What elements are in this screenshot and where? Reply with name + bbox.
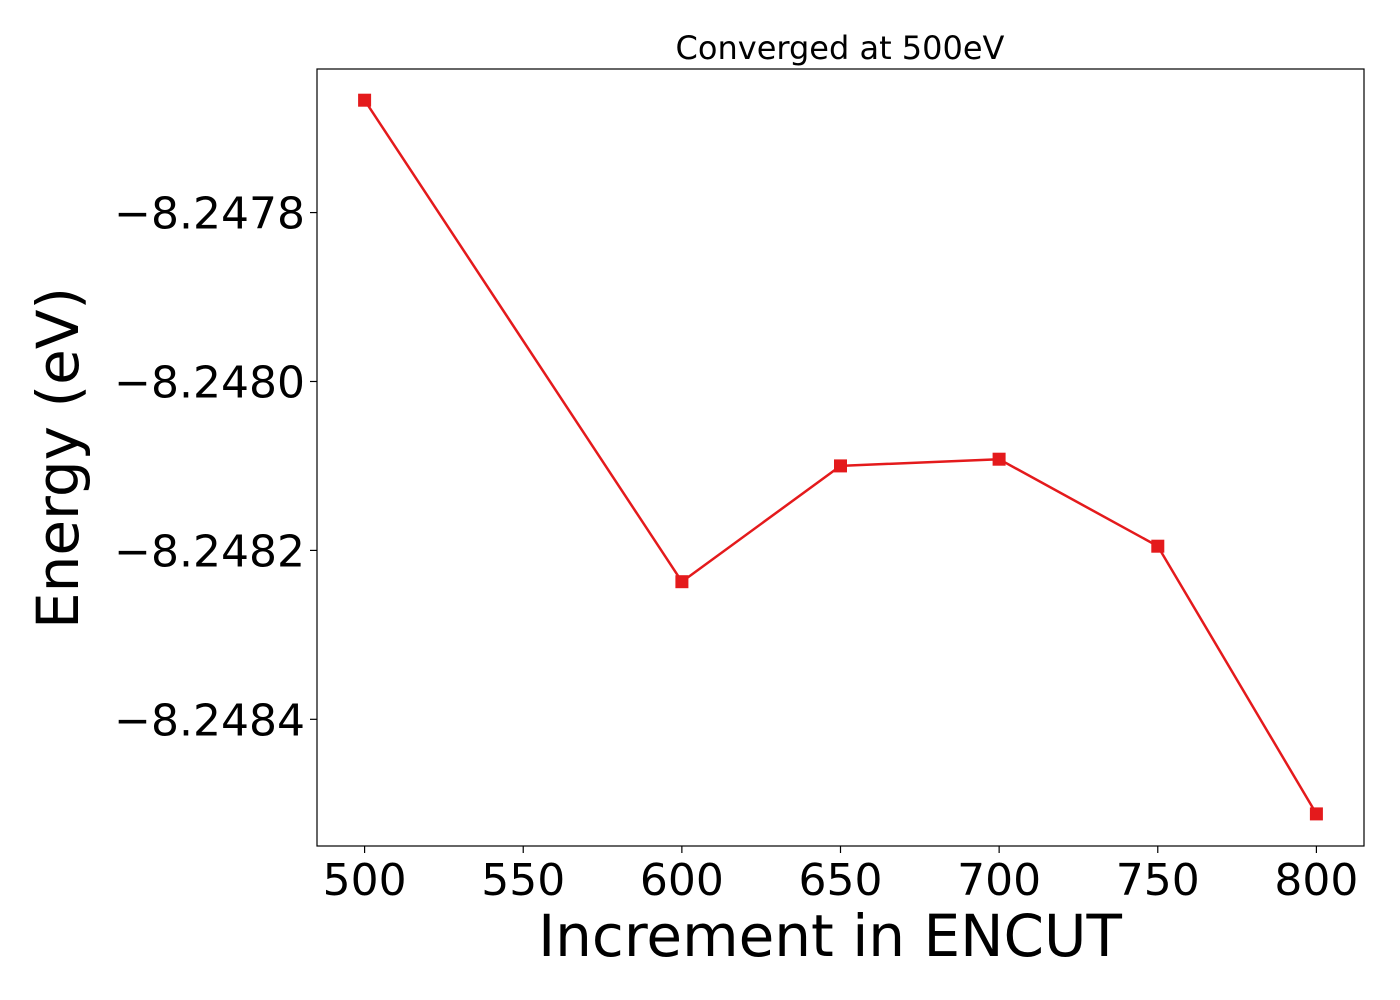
chart-title: Converged at 500eV — [676, 29, 1005, 67]
y-tick-label: −8.2480 — [114, 357, 305, 408]
x-tick-label: 550 — [481, 855, 565, 906]
data-point-marker — [1309, 807, 1323, 821]
y-tick-label: −8.2478 — [114, 189, 305, 240]
data-point-marker — [358, 93, 372, 107]
x-tick-label: 800 — [1274, 855, 1358, 906]
x-tick-label: 600 — [640, 855, 724, 906]
y-tick-label: −8.2482 — [114, 526, 305, 577]
data-point-marker — [992, 452, 1006, 466]
x-tick-label: 700 — [957, 855, 1041, 906]
data-point-marker — [834, 459, 847, 473]
plot-axes: 500 550 600 650 700 750 800 −8.2478 −8.2480 −8.24… — [114, 68, 1365, 906]
x-tick-label: 500 — [323, 855, 407, 906]
y-axis-label: Energy (eV) — [24, 287, 92, 629]
data-point-marker — [675, 575, 689, 589]
x-tick-label: 750 — [1116, 855, 1200, 906]
series-line — [363, 99, 1318, 815]
x-axis-label: Increment in ENCUT — [538, 902, 1122, 970]
data-point-marker — [1151, 539, 1165, 553]
y-tick-label: −8.2484 — [114, 695, 305, 746]
x-tick-label: 650 — [799, 855, 883, 906]
series-layer — [358, 93, 1323, 821]
